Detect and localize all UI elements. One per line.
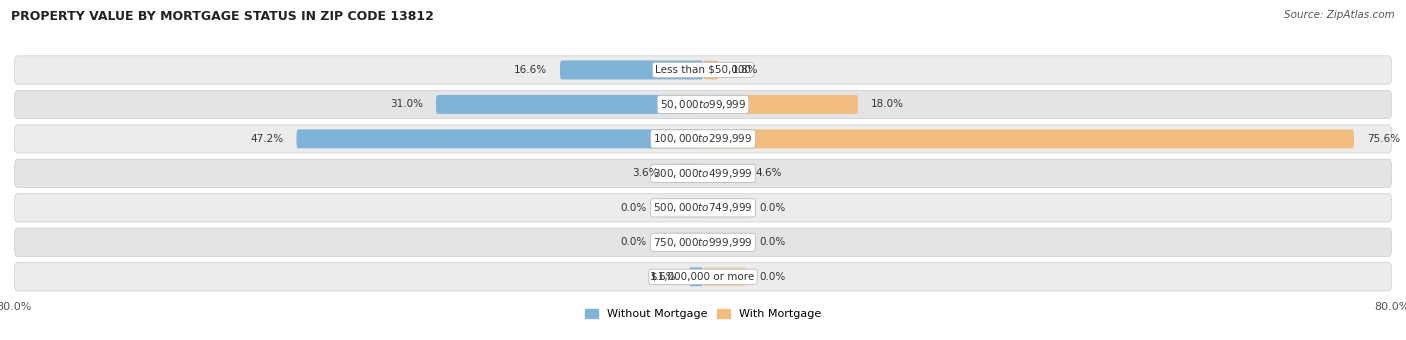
Text: 16.6%: 16.6%: [515, 65, 547, 75]
FancyBboxPatch shape: [14, 263, 1392, 291]
FancyBboxPatch shape: [14, 90, 1392, 119]
FancyBboxPatch shape: [14, 56, 1392, 84]
FancyBboxPatch shape: [14, 125, 1392, 153]
Text: 31.0%: 31.0%: [389, 99, 423, 109]
FancyBboxPatch shape: [703, 198, 747, 217]
FancyBboxPatch shape: [560, 61, 703, 80]
Text: $300,000 to $499,999: $300,000 to $499,999: [654, 167, 752, 180]
Text: 1.8%: 1.8%: [731, 65, 758, 75]
Text: 0.0%: 0.0%: [759, 203, 785, 213]
Text: 47.2%: 47.2%: [250, 134, 284, 144]
FancyBboxPatch shape: [436, 95, 703, 114]
FancyBboxPatch shape: [703, 233, 747, 252]
FancyBboxPatch shape: [703, 267, 747, 286]
FancyBboxPatch shape: [14, 194, 1392, 222]
FancyBboxPatch shape: [703, 164, 742, 183]
Text: Source: ZipAtlas.com: Source: ZipAtlas.com: [1284, 10, 1395, 20]
Text: 0.0%: 0.0%: [759, 237, 785, 247]
Text: PROPERTY VALUE BY MORTGAGE STATUS IN ZIP CODE 13812: PROPERTY VALUE BY MORTGAGE STATUS IN ZIP…: [11, 10, 434, 23]
Text: 0.0%: 0.0%: [759, 272, 785, 282]
Legend: Without Mortgage, With Mortgage: Without Mortgage, With Mortgage: [581, 304, 825, 323]
Text: 4.6%: 4.6%: [755, 168, 782, 179]
Text: $750,000 to $999,999: $750,000 to $999,999: [654, 236, 752, 249]
FancyBboxPatch shape: [703, 95, 858, 114]
Text: 3.6%: 3.6%: [633, 168, 659, 179]
FancyBboxPatch shape: [672, 164, 703, 183]
Text: 18.0%: 18.0%: [870, 99, 904, 109]
Text: $100,000 to $299,999: $100,000 to $299,999: [654, 132, 752, 146]
Text: 1.6%: 1.6%: [650, 272, 676, 282]
FancyBboxPatch shape: [703, 61, 718, 80]
Text: 0.0%: 0.0%: [621, 203, 647, 213]
FancyBboxPatch shape: [14, 228, 1392, 256]
FancyBboxPatch shape: [659, 198, 703, 217]
Text: 75.6%: 75.6%: [1367, 134, 1400, 144]
FancyBboxPatch shape: [659, 233, 703, 252]
Text: $1,000,000 or more: $1,000,000 or more: [651, 272, 755, 282]
Text: $50,000 to $99,999: $50,000 to $99,999: [659, 98, 747, 111]
FancyBboxPatch shape: [297, 130, 703, 148]
FancyBboxPatch shape: [14, 159, 1392, 188]
Text: $500,000 to $749,999: $500,000 to $749,999: [654, 201, 752, 214]
FancyBboxPatch shape: [703, 130, 1354, 148]
FancyBboxPatch shape: [689, 267, 703, 286]
Text: Less than $50,000: Less than $50,000: [655, 65, 751, 75]
Text: 0.0%: 0.0%: [621, 237, 647, 247]
